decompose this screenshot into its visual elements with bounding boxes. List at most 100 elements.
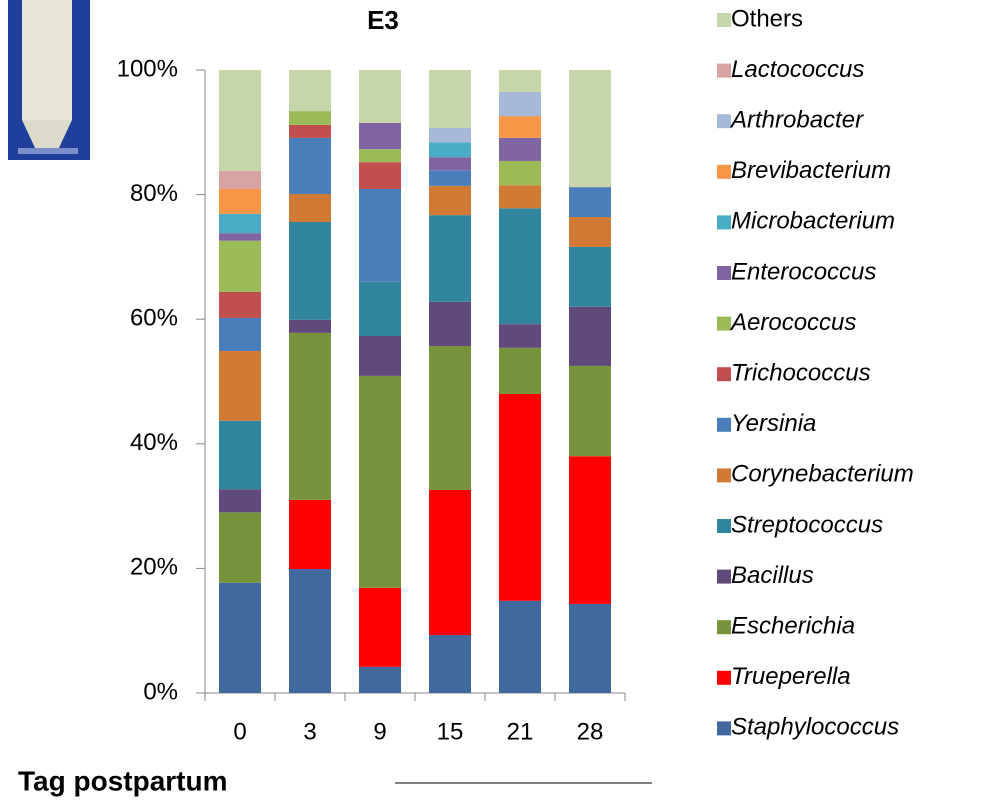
bar-segment <box>499 324 541 348</box>
bar-segment <box>289 111 331 125</box>
bar-segment <box>289 569 331 693</box>
legend-label: Aerococcus <box>729 309 856 336</box>
bar-segment <box>429 301 471 346</box>
bar-segment <box>289 70 331 112</box>
legend-label: Trichococcus <box>731 360 871 387</box>
legend-label: Others <box>731 5 803 32</box>
bar-segment <box>359 122 401 150</box>
bar-segment <box>359 587 401 667</box>
x-tick-label: 3 <box>303 718 316 745</box>
bar-segment <box>359 281 401 337</box>
bar-segment <box>569 217 611 247</box>
bar-segment <box>359 149 401 163</box>
bar-segment <box>429 489 471 636</box>
bar-segment <box>359 336 401 376</box>
bar-segment <box>289 332 331 500</box>
y-tick-label: 0% <box>143 678 178 705</box>
bar-segment <box>429 142 471 158</box>
bar-segment <box>289 499 331 570</box>
legend-swatch <box>717 215 731 230</box>
bar-segment <box>359 70 401 123</box>
legend-swatch <box>717 63 731 78</box>
bar-segment <box>289 222 331 320</box>
bar-segment <box>219 420 261 490</box>
bar-segment <box>359 666 401 693</box>
bar-segment <box>569 456 611 604</box>
bar-segment <box>429 185 471 216</box>
legend-swatch <box>717 670 731 685</box>
bar-segment <box>569 306 611 366</box>
x-tick-label: 15 <box>437 718 464 745</box>
x-tick-label: 28 <box>577 718 604 745</box>
legend-swatch <box>717 114 731 129</box>
legend-label: Brevibacterium <box>731 157 891 184</box>
bar-segment <box>219 233 261 241</box>
bar-segment <box>429 127 471 143</box>
bar-segment <box>219 317 261 351</box>
bar-segment <box>289 124 331 138</box>
legend-label: Microbacterium <box>731 208 895 235</box>
bar-segment <box>219 170 261 189</box>
bar-segment <box>219 188 261 214</box>
legend-swatch <box>717 266 731 280</box>
bar-segment <box>219 240 261 292</box>
bar-segment <box>429 70 471 128</box>
bar-segment <box>499 185 541 209</box>
bar-segment <box>289 319 331 333</box>
bar-segment <box>359 188 401 282</box>
bar-segment <box>569 246 611 307</box>
legend-label: Yersinia <box>731 410 816 437</box>
bar-segment <box>219 489 261 513</box>
bar-segment <box>219 512 261 583</box>
bar-segment <box>219 291 261 318</box>
legend-swatch <box>717 519 731 533</box>
legend-label: Arthrobacter <box>729 107 864 134</box>
bar-segment <box>429 345 471 490</box>
bar-segment <box>499 70 541 92</box>
bar-segment <box>499 208 541 325</box>
legend-label: Enterococcus <box>731 258 876 285</box>
x-tick-label: 21 <box>507 718 534 745</box>
legend-label: Streptococcus <box>731 511 883 538</box>
legend-label: Corynebacterium <box>731 461 914 488</box>
bar-segment <box>219 213 261 234</box>
bar-segment <box>569 187 611 218</box>
bar-segment <box>359 162 401 189</box>
bar-segment <box>499 600 541 693</box>
x-tick-label: 9 <box>373 718 386 745</box>
bar-segment <box>219 350 261 421</box>
bar-segment <box>499 347 541 394</box>
legend-label: Bacillus <box>731 562 814 589</box>
bar-segment <box>499 393 541 601</box>
legend-swatch <box>717 13 731 27</box>
bar-segment <box>429 157 471 171</box>
bar-segment <box>499 137 541 161</box>
legend-label: Trueperella <box>731 663 851 690</box>
legend-swatch <box>717 417 731 432</box>
bar-segment <box>359 375 401 588</box>
bar-segment <box>289 137 331 194</box>
y-tick-label: 100% <box>117 55 178 82</box>
bar-segment <box>499 91 541 117</box>
legend-label: Staphylococcus <box>731 714 899 741</box>
y-tick-label: 20% <box>130 554 178 581</box>
chart-title: E3 <box>367 5 399 35</box>
y-tick-label: 80% <box>130 180 178 207</box>
y-tick-label: 40% <box>130 429 178 456</box>
bar-segment <box>569 70 611 188</box>
legend-swatch <box>717 468 731 483</box>
legend-swatch <box>717 721 731 736</box>
bar-segment <box>499 160 541 186</box>
y-tick-label: 60% <box>130 305 178 332</box>
bar-segment <box>429 635 471 693</box>
bar-segment <box>499 116 541 138</box>
legend-label: Lactococcus <box>731 56 864 83</box>
legend-swatch <box>717 316 731 331</box>
bar-segment <box>289 193 331 223</box>
bar-segment <box>569 365 611 457</box>
legend-swatch <box>717 164 731 179</box>
x-tick-label: 0 <box>233 718 246 745</box>
legend-swatch <box>717 620 731 635</box>
photo <box>8 0 90 160</box>
